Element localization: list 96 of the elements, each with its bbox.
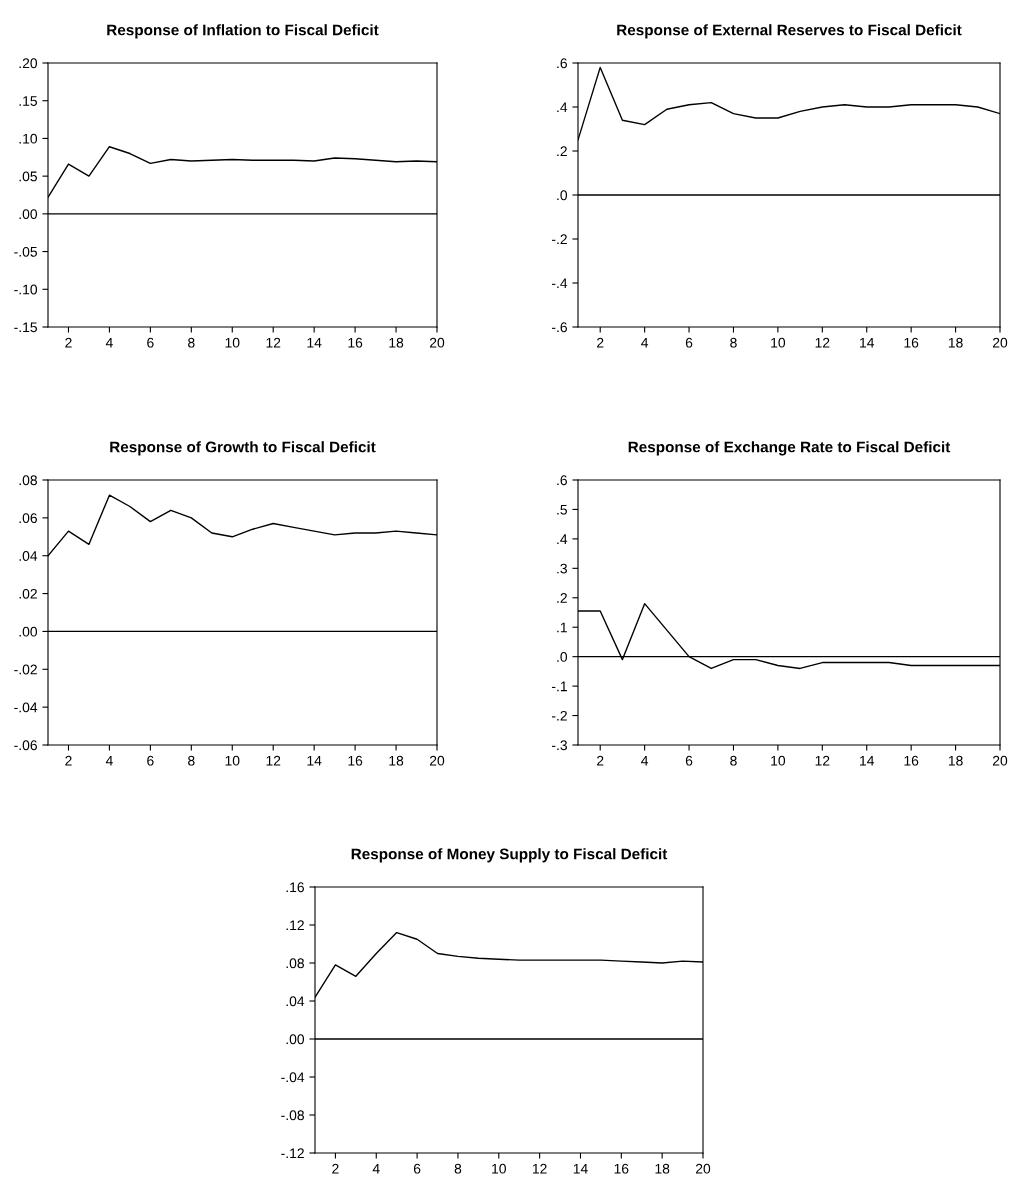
y-tick-label: .02 (19, 588, 37, 599)
x-tick-label: 14 (860, 337, 875, 348)
x-tick-label: 2 (597, 755, 604, 766)
x-tick-label: 14 (307, 337, 322, 348)
y-tick-label: .10 (19, 133, 38, 144)
x-tick-label: 10 (771, 755, 786, 766)
x-tick-label: 8 (730, 755, 737, 766)
y-tick-label: .04 (286, 996, 305, 1007)
x-tick-label: 20 (695, 1163, 711, 1174)
x-tick-label: 6 (147, 755, 154, 766)
x-tick-label: 6 (685, 755, 693, 766)
y-tick-label: .0 (557, 190, 568, 201)
x-tick-label: 12 (266, 337, 281, 348)
y-tick-label: -.2 (551, 234, 567, 245)
y-tick-label: -.6 (551, 322, 567, 333)
chart-title: Response of External Reserves to Fiscal Deficit (617, 24, 962, 39)
y-tick-label: .2 (557, 593, 567, 603)
x-tick-label: 8 (188, 755, 195, 766)
x-tick-label: 18 (948, 337, 963, 348)
y-tick-label: -.05 (14, 246, 37, 257)
x-tick-label: 16 (904, 755, 919, 766)
x-tick-label: 4 (641, 337, 649, 348)
y-tick-label: .4 (557, 534, 568, 544)
x-tick-label: 12 (815, 755, 830, 766)
x-tick-label: 16 (904, 337, 919, 348)
y-tick-label: -.2 (551, 710, 567, 721)
y-tick-label: .05 (19, 171, 37, 182)
x-tick-label: 18 (948, 755, 963, 766)
chart-title: Response of Exchange Rate to Fiscal Deficit (628, 441, 951, 456)
x-tick-label: 20 (429, 337, 445, 348)
y-tick-label: .12 (286, 920, 304, 931)
x-tick-label: 14 (573, 1163, 588, 1174)
x-tick-label: 2 (332, 1163, 339, 1174)
x-tick-label: 12 (266, 755, 281, 766)
y-tick-label: .16 (286, 882, 304, 893)
x-tick-label: 20 (992, 337, 1008, 348)
y-tick-label: .00 (286, 1034, 305, 1045)
y-tick-label: .00 (19, 626, 38, 637)
chart-title: Response of Growth to Fiscal Deficit (110, 441, 376, 456)
y-tick-label: -.06 (14, 740, 37, 751)
x-tick-label: 12 (532, 1163, 547, 1174)
x-tick-label: 16 (348, 755, 363, 766)
x-tick-label: 16 (348, 337, 363, 348)
x-tick-label: 12 (815, 337, 830, 348)
y-tick-label: -.15 (14, 322, 37, 333)
y-tick-label: .5 (557, 504, 567, 515)
y-tick-label: .6 (557, 58, 567, 69)
y-tick-label: .04 (19, 551, 38, 561)
y-tick-label: -.02 (14, 664, 37, 675)
y-tick-label: -.3 (551, 740, 567, 751)
x-tick-label: 8 (188, 337, 195, 348)
x-tick-label: 10 (771, 337, 786, 348)
y-tick-label: .1 (557, 622, 567, 633)
x-tick-label: 18 (389, 337, 404, 348)
y-tick-label: .08 (19, 475, 37, 486)
y-tick-label: -.04 (14, 702, 38, 713)
x-tick-label: 8 (454, 1163, 462, 1174)
x-tick-label: 2 (65, 755, 72, 766)
x-tick-label: 4 (641, 755, 649, 766)
y-tick-label: -.4 (551, 278, 568, 289)
y-tick-label: .00 (19, 209, 38, 220)
y-tick-label: .08 (286, 958, 304, 969)
y-tick-label: -.10 (14, 284, 38, 295)
y-tick-label: .4 (557, 102, 568, 113)
x-tick-label: 18 (389, 755, 404, 766)
y-tick-label: .06 (19, 513, 37, 524)
y-tick-label: -.08 (281, 1110, 304, 1121)
y-tick-label: -.12 (281, 1148, 304, 1159)
x-tick-label: 10 (225, 755, 240, 766)
x-tick-label: 6 (413, 1163, 421, 1174)
x-tick-label: 8 (730, 337, 737, 348)
x-tick-label: 16 (614, 1163, 629, 1174)
x-tick-label: 10 (225, 337, 240, 348)
x-tick-label: 10 (492, 1163, 506, 1174)
x-tick-label: 4 (105, 337, 113, 348)
y-tick-label: -.04 (281, 1072, 305, 1083)
x-tick-label: 6 (147, 337, 154, 348)
x-tick-label: 4 (105, 755, 113, 766)
y-tick-label: -.1 (551, 681, 567, 692)
chart-title: Response of Inflation to Fiscal Deficit (107, 24, 379, 39)
y-tick-label: .2 (557, 146, 567, 157)
x-tick-label: 14 (307, 755, 322, 766)
y-tick-label: .6 (557, 475, 567, 486)
x-tick-label: 20 (992, 755, 1008, 766)
x-tick-label: 14 (860, 755, 875, 766)
chart-title: Response of Money Supply to Fiscal Deficit (351, 848, 668, 863)
x-tick-label: 2 (65, 337, 72, 348)
x-tick-label: 18 (655, 1163, 670, 1174)
y-tick-label: .3 (557, 563, 567, 574)
x-tick-label: 4 (372, 1163, 380, 1174)
y-tick-label: .15 (19, 96, 37, 106)
x-tick-label: 2 (597, 337, 604, 348)
x-tick-label: 20 (429, 755, 445, 766)
y-tick-label: .20 (19, 58, 38, 69)
x-tick-label: 6 (685, 337, 693, 348)
y-tick-label: .0 (557, 652, 568, 662)
